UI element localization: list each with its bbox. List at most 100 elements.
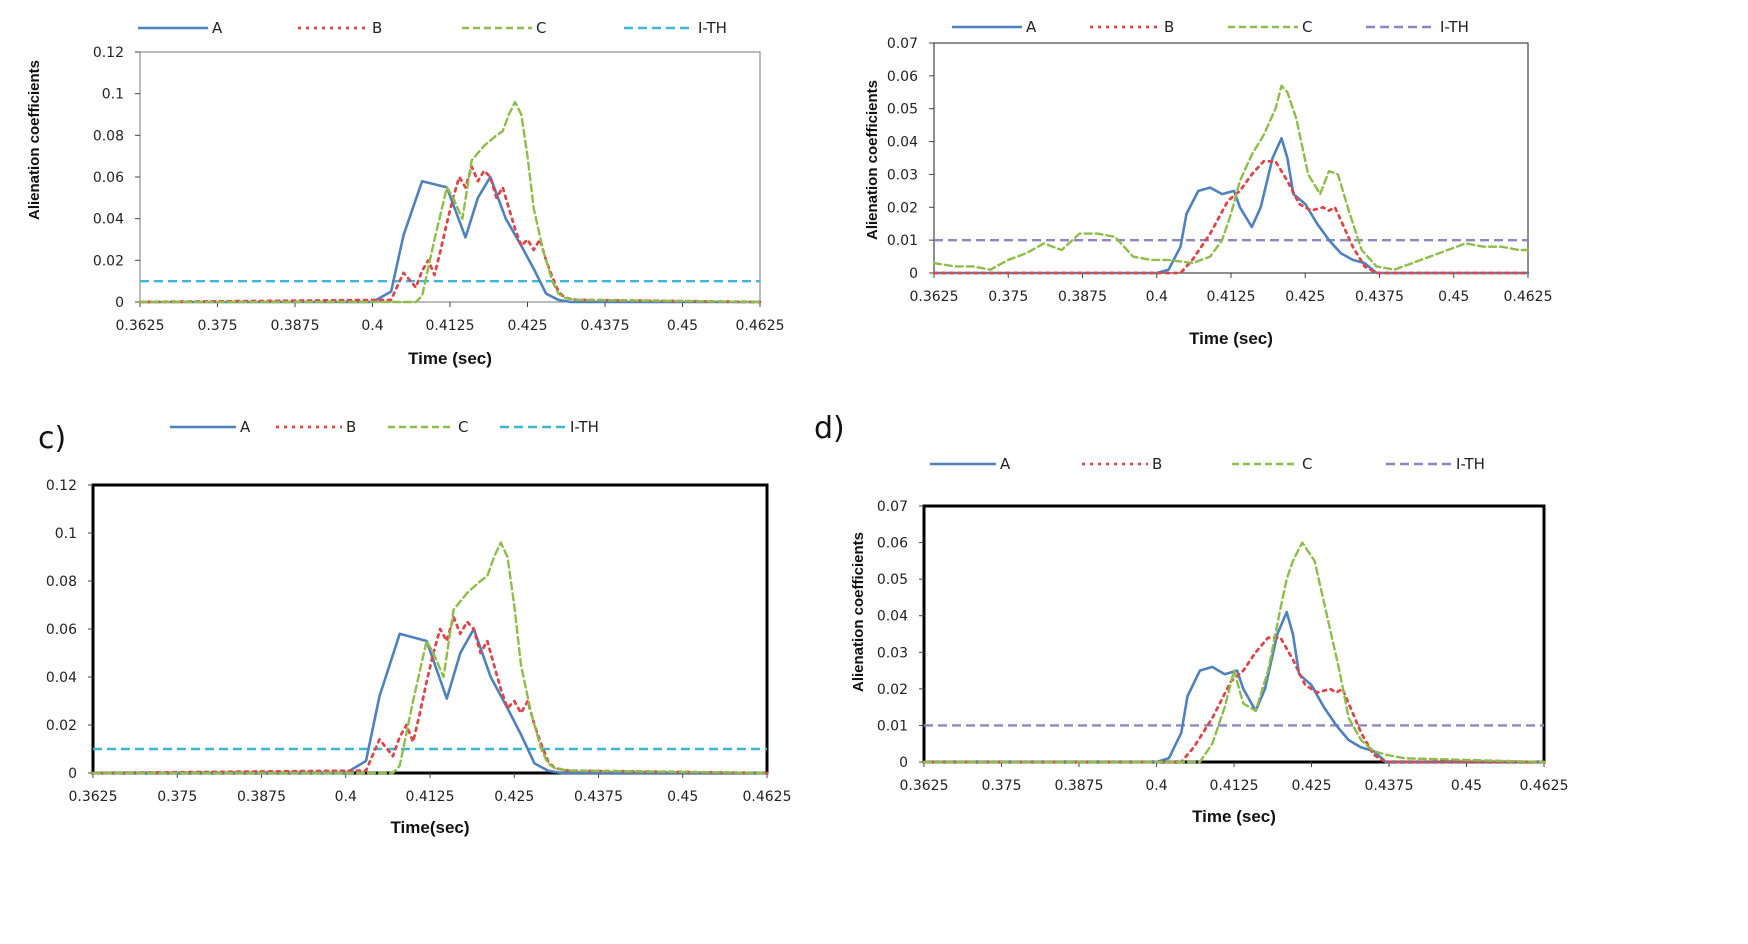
legend-label-b: B	[346, 418, 356, 436]
series-line-c	[922, 541, 1546, 764]
series-line-b	[138, 165, 762, 304]
x-tick-label: 0.3625	[69, 789, 118, 805]
x-tick-label: 0.4	[1146, 289, 1168, 305]
plot-area	[139, 51, 761, 303]
y-tick-label: 0.02	[93, 253, 124, 269]
x-tick-label: 0.4375	[1355, 289, 1404, 305]
x-tick-label: 0.3625	[900, 778, 949, 794]
y-tick-label: 0.04	[93, 212, 124, 228]
legend-label-i-th: I-TH	[698, 19, 727, 37]
y-tick-label: 0.01	[877, 718, 908, 734]
legend-label-c: C	[458, 418, 468, 436]
x-tick-label: 0.375	[988, 289, 1028, 305]
y-tick-label: 0.02	[877, 682, 908, 698]
x-tick-label: 0.4625	[743, 789, 792, 805]
x-tick-label: 0.3875	[1055, 778, 1104, 794]
series-line-c	[138, 100, 762, 304]
y-tick-label: 0.12	[93, 45, 124, 61]
y-tick-label: 0.02	[46, 718, 77, 734]
y-tick-label: 0.08	[93, 128, 124, 144]
y-tick-label: 0.04	[877, 609, 908, 625]
x-tick-label: 0.425	[1285, 289, 1325, 305]
panel-label: d)	[814, 411, 845, 446]
legend: A B C I-TH	[952, 18, 1469, 36]
x-tick-label: 0.45	[1438, 289, 1469, 305]
legend-label-i-th: I-TH	[1440, 18, 1469, 36]
y-tick-label: 0.04	[46, 670, 77, 686]
x-tick-label: 0.4625	[1520, 778, 1569, 794]
x-tick-label: 0.3875	[271, 318, 320, 334]
x-axis-title: Time (sec)	[1189, 329, 1273, 348]
x-tick-label: 0.4375	[1365, 778, 1414, 794]
y-tick-label: 0.06	[46, 622, 77, 638]
y-tick-label: 0.03	[877, 645, 908, 661]
y-tick-label: 0.12	[46, 478, 77, 494]
legend-label-c: C	[536, 19, 546, 37]
y-tick-label: 0.1	[102, 87, 124, 103]
x-tick-label: 0.375	[981, 778, 1021, 794]
x-tick-label: 0.4125	[1210, 778, 1259, 794]
x-tick-label: 0.4125	[426, 318, 475, 334]
y-tick-label: 0.04	[887, 135, 918, 151]
legend: A B C I-TH	[930, 455, 1485, 473]
x-tick-label: 0.45	[667, 318, 698, 334]
y-axis-title: Alienation coefficients	[26, 60, 43, 220]
x-tick-label: 0.3625	[910, 289, 959, 305]
series-line-a	[91, 627, 769, 775]
x-tick-label: 0.45	[1451, 778, 1482, 794]
x-tick-label: 0.4125	[1207, 289, 1256, 305]
plot-area	[91, 483, 769, 775]
x-tick-label: 0.4375	[574, 789, 623, 805]
chart-panel-4: 0.07 0.06 0.05 0.04 0.03 0.02 0.01 0 0.3625 0.375…	[814, 411, 1569, 826]
x-tick-label: 0.4375	[581, 318, 630, 334]
y-tick-label: 0.1	[55, 526, 77, 542]
y-axis-title: Alienation coefficients	[850, 532, 867, 692]
y-tick-label: 0	[68, 766, 77, 782]
y-tick-label: 0.01	[887, 233, 918, 249]
chart-panel-3: 0.12 0.1 0.08 0.06 0.04 0.02 0 0.3625 0.375 0.387…	[38, 418, 792, 837]
legend-label-a: A	[212, 19, 223, 37]
x-axis-title: Time (sec)	[408, 349, 492, 368]
series-line-c	[932, 84, 1530, 271]
y-tick-label: 0	[115, 295, 124, 311]
legend-label-a: A	[240, 418, 251, 436]
x-tick-label: 0.425	[494, 789, 534, 805]
x-tick-label: 0.4	[1145, 778, 1167, 794]
x-tick-label: 0.3875	[237, 789, 286, 805]
y-tick-label: 0.07	[887, 36, 918, 52]
x-tick-label: 0.375	[197, 318, 237, 334]
x-tick-label: 0.425	[1291, 778, 1331, 794]
y-axis-title: Alienation coefficients	[864, 80, 881, 240]
series-line-a	[922, 610, 1546, 764]
plot-area	[922, 504, 1546, 764]
series-line-a	[932, 137, 1530, 275]
plot-area	[933, 42, 1529, 274]
chart-panel-2: 0.07 0.06 0.05 0.04 0.03 0.02 0.01 0 0.3625 0.375…	[864, 18, 1553, 348]
legend-label-c: C	[1302, 18, 1312, 36]
series-line-c	[91, 541, 769, 775]
y-tick-label: 0.06	[93, 170, 124, 186]
x-tick-label: 0.4125	[406, 789, 455, 805]
y-tick-label: 0.03	[887, 167, 918, 183]
y-tick-label: 0.05	[877, 572, 908, 588]
legend-label-i-th: I-TH	[1456, 455, 1485, 473]
y-tick-label: 0	[909, 266, 918, 282]
chart-panel-1: 0.12 0.1 0.08 0.06 0.04 0.02 0 0.3625 0.375 0.387…	[26, 19, 785, 368]
x-tick-label: 0.425	[507, 318, 547, 334]
series-line-a	[138, 175, 762, 304]
y-tick-label: 0	[899, 755, 908, 771]
y-tick-label: 0.07	[877, 499, 908, 515]
x-axis-title: Time (sec)	[1192, 807, 1276, 826]
x-tick-label: 0.3875	[1058, 289, 1107, 305]
series-line-b	[932, 159, 1530, 275]
series-line-b	[922, 636, 1546, 764]
legend-label-i-th: I-TH	[570, 418, 599, 436]
legend-label-a: A	[1000, 455, 1011, 473]
panel-label: c)	[38, 421, 66, 456]
legend-label-b: B	[372, 19, 382, 37]
y-tick-label: 0.05	[887, 102, 918, 118]
y-tick-label: 0.06	[877, 536, 908, 552]
x-tick-label: 0.4625	[1504, 289, 1553, 305]
legend-label-a: A	[1026, 18, 1037, 36]
